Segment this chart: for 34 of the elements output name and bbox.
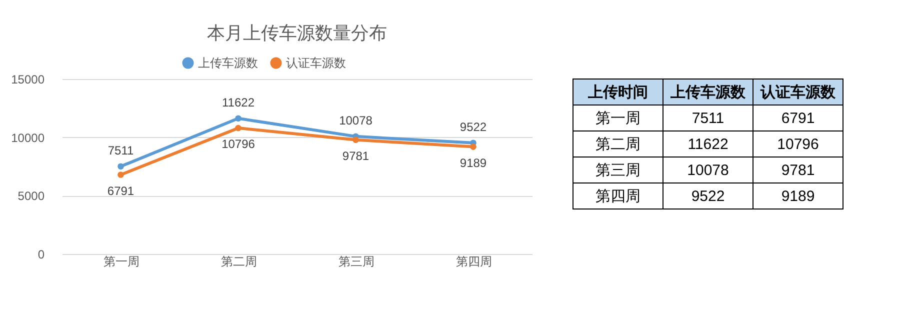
text: 上传车源数 <box>670 83 746 101</box>
category-label: 第四周 <box>596 188 640 205</box>
data-label: 11622 <box>222 95 255 110</box>
data-label: 10796 <box>222 137 256 152</box>
text: 上传时间 <box>587 84 648 101</box>
data-label: 9522 <box>691 188 725 205</box>
x-tick-label: 第三周 <box>338 254 374 268</box>
data-label: 9781 <box>781 162 815 179</box>
x-tick-label: 第二周 <box>220 254 257 268</box>
y-tick-label: 10000 <box>11 130 45 145</box>
data-label: 7511 <box>108 143 134 158</box>
data-label: 6791 <box>107 184 134 198</box>
x-tick-label: 第一周 <box>103 254 140 268</box>
data-label: 10078 <box>339 113 373 128</box>
data-label: 9522 <box>460 120 487 134</box>
category-label: 第二周 <box>596 136 640 153</box>
data-label: 9189 <box>460 156 487 170</box>
legend-label: 上传车源数 <box>198 56 258 70</box>
data-label: 7511 <box>692 110 724 127</box>
series-label: 认证车源数 <box>760 83 836 101</box>
data-label: 9781 <box>342 148 370 163</box>
y-tick-label: 0 <box>38 248 45 262</box>
category-label: 第三周 <box>596 162 640 179</box>
category-label: 第一周 <box>596 110 640 127</box>
data-label: 10796 <box>777 136 819 153</box>
data-label: 11622 <box>688 136 728 153</box>
data-label: 9189 <box>781 188 815 205</box>
data-label: 6791 <box>781 110 815 127</box>
data-label: 10078 <box>687 162 729 179</box>
x-tick-label: 第四周 <box>456 254 492 268</box>
y-tick-label: 5000 <box>18 189 45 204</box>
legend-label: 认证车源数 <box>286 56 346 70</box>
chart-title: 本月上传车源数量分布 <box>207 23 387 43</box>
y-tick-label: 15000 <box>11 72 45 86</box>
